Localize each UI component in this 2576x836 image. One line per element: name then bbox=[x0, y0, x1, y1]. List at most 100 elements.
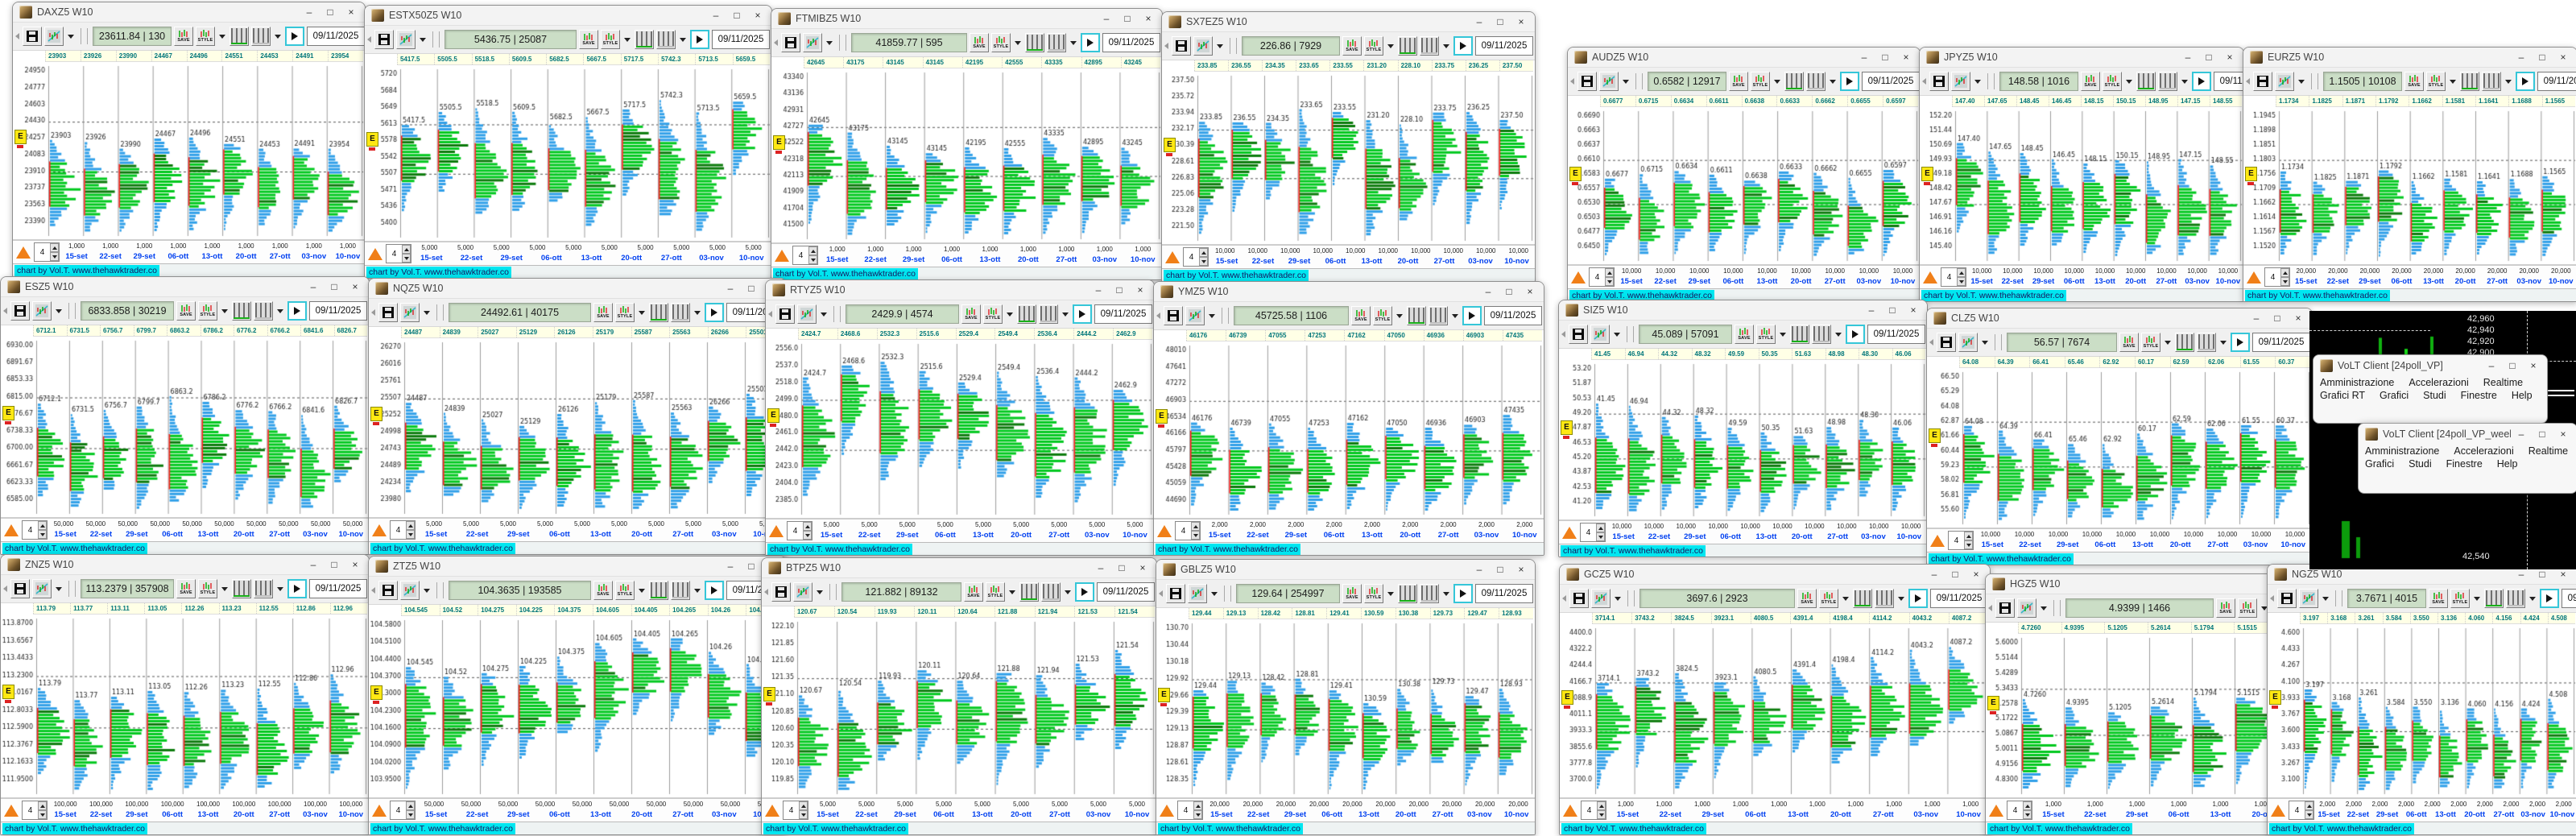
bar-width-spinner[interactable]: 4 bbox=[1581, 801, 1606, 820]
scroll-left-icon[interactable] bbox=[1561, 331, 1565, 337]
spinner-down-button[interactable] bbox=[799, 810, 808, 819]
style-button[interactable]: STYLE bbox=[198, 301, 217, 321]
play-button[interactable] bbox=[287, 579, 307, 598]
chart-type-dropdown-icon[interactable] bbox=[817, 590, 823, 594]
minimize-button[interactable]: – bbox=[2518, 52, 2524, 63]
scroll-left-icon[interactable] bbox=[3, 586, 7, 592]
save-style-button[interactable]: SAVE bbox=[964, 582, 983, 602]
mixer-button-2[interactable] bbox=[1875, 589, 1894, 608]
week-date-label[interactable]: 13-ott bbox=[973, 531, 994, 540]
chart-type-dropdown-icon[interactable] bbox=[424, 310, 430, 315]
week-date-label[interactable]: 10-nov bbox=[1503, 810, 1529, 819]
spinner-up-button[interactable] bbox=[1199, 248, 1208, 257]
chart-area[interactable]: 23903 23926 23990 24467 24496 24551 24453 24491… bbox=[13, 51, 365, 240]
week-date-label[interactable]: 20-ott bbox=[235, 252, 257, 261]
week-date-label[interactable]: 13-ott bbox=[1788, 810, 1809, 819]
mixer-button-1[interactable] bbox=[232, 301, 251, 321]
week-date-label[interactable]: 03-nov bbox=[1085, 810, 1111, 819]
mixer-button-1[interactable] bbox=[232, 579, 251, 598]
style-button[interactable]: STYLE bbox=[991, 33, 1011, 52]
week-date-label[interactable]: 15-set bbox=[1970, 277, 1993, 286]
spinner-down-button[interactable] bbox=[38, 530, 47, 539]
bar-width-spinner[interactable]: 4 bbox=[1177, 801, 1203, 820]
mixer-button-2[interactable] bbox=[1047, 33, 1066, 52]
spinner-down-button[interactable] bbox=[50, 252, 59, 261]
week-date-label[interactable]: 22-set bbox=[1247, 531, 1269, 540]
mixer-dropdown-icon[interactable] bbox=[277, 308, 283, 313]
play-button[interactable] bbox=[1453, 36, 1473, 56]
week-date-label[interactable]: 10-nov bbox=[2549, 810, 2575, 819]
week-date-label[interactable]: 20-ott bbox=[631, 810, 653, 819]
mixer-dropdown-icon[interactable] bbox=[2505, 79, 2512, 84]
window-titlebar[interactable]: SX7EZ5 W10 – □ × bbox=[1162, 12, 1535, 32]
week-date-label[interactable]: 10-nov bbox=[1124, 810, 1150, 819]
spinner-down-button[interactable] bbox=[2023, 810, 2032, 819]
week-date-label[interactable]: 22-set bbox=[460, 254, 483, 263]
week-date-label[interactable]: 06-ott bbox=[548, 810, 570, 819]
week-date-label[interactable]: 29-set bbox=[507, 530, 530, 539]
window-titlebar[interactable]: CLZ5 W10 – □ × bbox=[1927, 308, 2312, 329]
minimize-button[interactable]: – bbox=[1868, 304, 1875, 316]
style-button[interactable]: STYLE bbox=[615, 581, 635, 600]
week-date-label[interactable]: 22-set bbox=[1648, 532, 1671, 541]
style-dropdown-icon[interactable] bbox=[221, 586, 228, 591]
chart-type-button[interactable] bbox=[2299, 589, 2318, 608]
save-chart-button[interactable] bbox=[23, 27, 42, 46]
date-field[interactable]: 09/11/2025 bbox=[1094, 304, 1152, 324]
play-button[interactable] bbox=[1073, 304, 1092, 324]
mixer-button-1[interactable] bbox=[2175, 333, 2194, 352]
minimize-button[interactable]: – bbox=[1103, 13, 1110, 24]
menu-item-finestre[interactable]: Finestre bbox=[2446, 458, 2483, 470]
style-button[interactable]: STYLE bbox=[615, 303, 635, 322]
mixer-button-1[interactable] bbox=[649, 581, 668, 600]
week-date-label[interactable]: 10-nov bbox=[335, 252, 361, 261]
play-button[interactable] bbox=[1075, 582, 1094, 602]
spinner-down-button[interactable] bbox=[1964, 540, 1973, 549]
window-titlebar[interactable]: ESTX50Z5 W10 – □ × bbox=[365, 6, 771, 26]
window-titlebar[interactable]: JPYZ5 W10 – □ × bbox=[1920, 48, 2243, 68]
chart-area[interactable]: 120.67 120.54 119.93 120.11 120.64 121.88 121.… bbox=[762, 606, 1156, 798]
save-chart-button[interactable] bbox=[378, 581, 398, 600]
week-date-label[interactable]: 10-nov bbox=[1511, 531, 1537, 540]
save-style-button[interactable]: SAVE bbox=[2429, 589, 2448, 608]
scroll-left-icon[interactable] bbox=[371, 587, 375, 594]
chart-type-dropdown-icon[interactable] bbox=[420, 37, 426, 42]
date-field[interactable]: 09/11/2025 bbox=[309, 301, 367, 321]
week-date-label[interactable]: 06-ott bbox=[1321, 810, 1343, 819]
week-date-label[interactable]: 13-ott bbox=[2132, 540, 2153, 549]
week-date-label[interactable]: 15-set bbox=[424, 810, 448, 819]
menu-item-amministrazione[interactable]: Amministrazione bbox=[2320, 377, 2395, 388]
mixer-button-2[interactable] bbox=[1429, 306, 1448, 325]
week-date-label[interactable]: 29-set bbox=[896, 531, 919, 540]
play-button[interactable] bbox=[1453, 584, 1473, 603]
mixer-button-2[interactable] bbox=[1812, 325, 1831, 344]
style-button[interactable]: STYLE bbox=[1373, 306, 1392, 325]
style-dropdown-icon[interactable] bbox=[1015, 40, 1021, 45]
mixer-button-2[interactable] bbox=[2482, 72, 2501, 91]
chart-type-dropdown-icon[interactable] bbox=[2322, 596, 2329, 601]
scroll-left-icon[interactable] bbox=[367, 36, 371, 43]
style-dropdown-icon[interactable] bbox=[1009, 590, 1015, 594]
style-button[interactable]: STYLE bbox=[1751, 72, 1770, 91]
save-chart-button[interactable] bbox=[1569, 325, 1588, 344]
week-date-label[interactable]: 27-ott bbox=[1056, 255, 1077, 264]
spinner-down-button[interactable] bbox=[1605, 277, 1614, 286]
spinner-down-button[interactable] bbox=[1199, 257, 1208, 266]
window-titlebar[interactable]: EURZ5 W10 – □ × bbox=[2243, 48, 2576, 68]
week-date-label[interactable]: 13-ott bbox=[197, 810, 219, 819]
style-dropdown-icon[interactable] bbox=[2450, 79, 2456, 84]
bar-width-spinner[interactable]: 4 bbox=[34, 242, 60, 262]
spinner-down-button[interactable] bbox=[402, 254, 411, 263]
week-date-label[interactable]: 27-ott bbox=[1872, 810, 1894, 819]
week-date-label[interactable]: 13-ott bbox=[2423, 277, 2444, 286]
play-button[interactable] bbox=[287, 301, 307, 321]
window-titlebar[interactable]: ZTZ5 W10 – □ × bbox=[369, 557, 786, 577]
spinner-up-button[interactable] bbox=[1957, 268, 1966, 277]
window-titlebar[interactable]: ESZ5 W10 – □ × bbox=[1, 277, 369, 297]
week-date-label[interactable]: 06-ott bbox=[540, 254, 562, 263]
chart-type-button[interactable] bbox=[32, 579, 52, 598]
maximize-button[interactable]: □ bbox=[2206, 52, 2212, 63]
style-button[interactable]: STYLE bbox=[196, 27, 215, 46]
week-date-label[interactable]: 15-set bbox=[65, 252, 88, 261]
window-titlebar[interactable]: ZNZ5 W10 – □ × bbox=[1, 555, 369, 575]
